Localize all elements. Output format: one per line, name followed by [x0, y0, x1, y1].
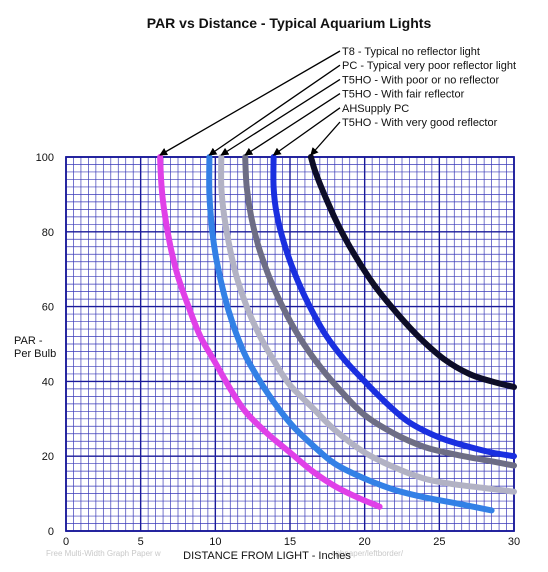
legend-arrow-0: [159, 50, 341, 156]
y-tick-label: 40: [42, 376, 54, 388]
x-tick-label: 25: [433, 536, 445, 548]
series-line-5: [307, 154, 517, 390]
x-tick-label: 15: [284, 536, 296, 548]
legend-arrow-5: [310, 121, 341, 156]
y-tick-label: 80: [42, 227, 54, 239]
chart-title: PAR vs Distance - Typical Aquarium Light…: [147, 15, 432, 31]
series-layer: [157, 154, 517, 514]
x-tick-label: 5: [138, 536, 144, 548]
x-tick-label: 10: [209, 536, 221, 548]
footer-text-right: aphpaper/leftborder/: [331, 549, 404, 558]
x-axis-label: DISTANCE FROM LIGHT - Inches: [183, 550, 351, 562]
x-tick-label: 0: [63, 536, 69, 548]
y-tick-label: 100: [36, 152, 54, 164]
series-line-4: [270, 154, 517, 460]
series-line-3: [242, 154, 517, 469]
series-line-2: [218, 154, 517, 495]
legend-entry-2: T5HO - With poor or no reflector: [342, 74, 499, 86]
legend-arrow-3: [244, 93, 341, 156]
x-tick-label: 20: [359, 536, 371, 548]
y-tick-label: 20: [42, 451, 54, 463]
legend-entry-4: AHSupply PC: [342, 103, 409, 115]
y-axis-label-line: PAR -: [14, 335, 43, 347]
series-line-0: [157, 154, 383, 510]
y-tick-label: 60: [42, 302, 54, 314]
footer-text-left: Free Multi-Width Graph Paper w: [46, 549, 161, 558]
legend-arrow-2: [220, 78, 341, 156]
legend-entry-0: T8 - Typical no reflector light: [342, 46, 480, 58]
legend-arrow-4: [272, 107, 341, 156]
y-axis-label: PAR -Per Bulb: [14, 335, 56, 360]
plot-border: [65, 156, 515, 532]
legend-entry-3: T5HO - With fair reflector: [342, 89, 465, 101]
legend-entry-5: T5HO - With very good reflector: [342, 117, 498, 129]
y-tick-label: 0: [48, 526, 54, 538]
x-tick-label: 30: [508, 536, 520, 548]
legend: T8 - Typical no reflector light PC - Typi…: [159, 46, 516, 156]
axis-ticks: 0 5 10 15 20 25 30 0 20 40 60 80 100: [36, 152, 520, 548]
legend-entry-1: PC - Typical very poor reflector light: [342, 60, 516, 72]
y-axis-label-line: Per Bulb: [14, 348, 56, 360]
series-line-1: [206, 154, 495, 514]
legend-arrow-1: [208, 64, 341, 156]
